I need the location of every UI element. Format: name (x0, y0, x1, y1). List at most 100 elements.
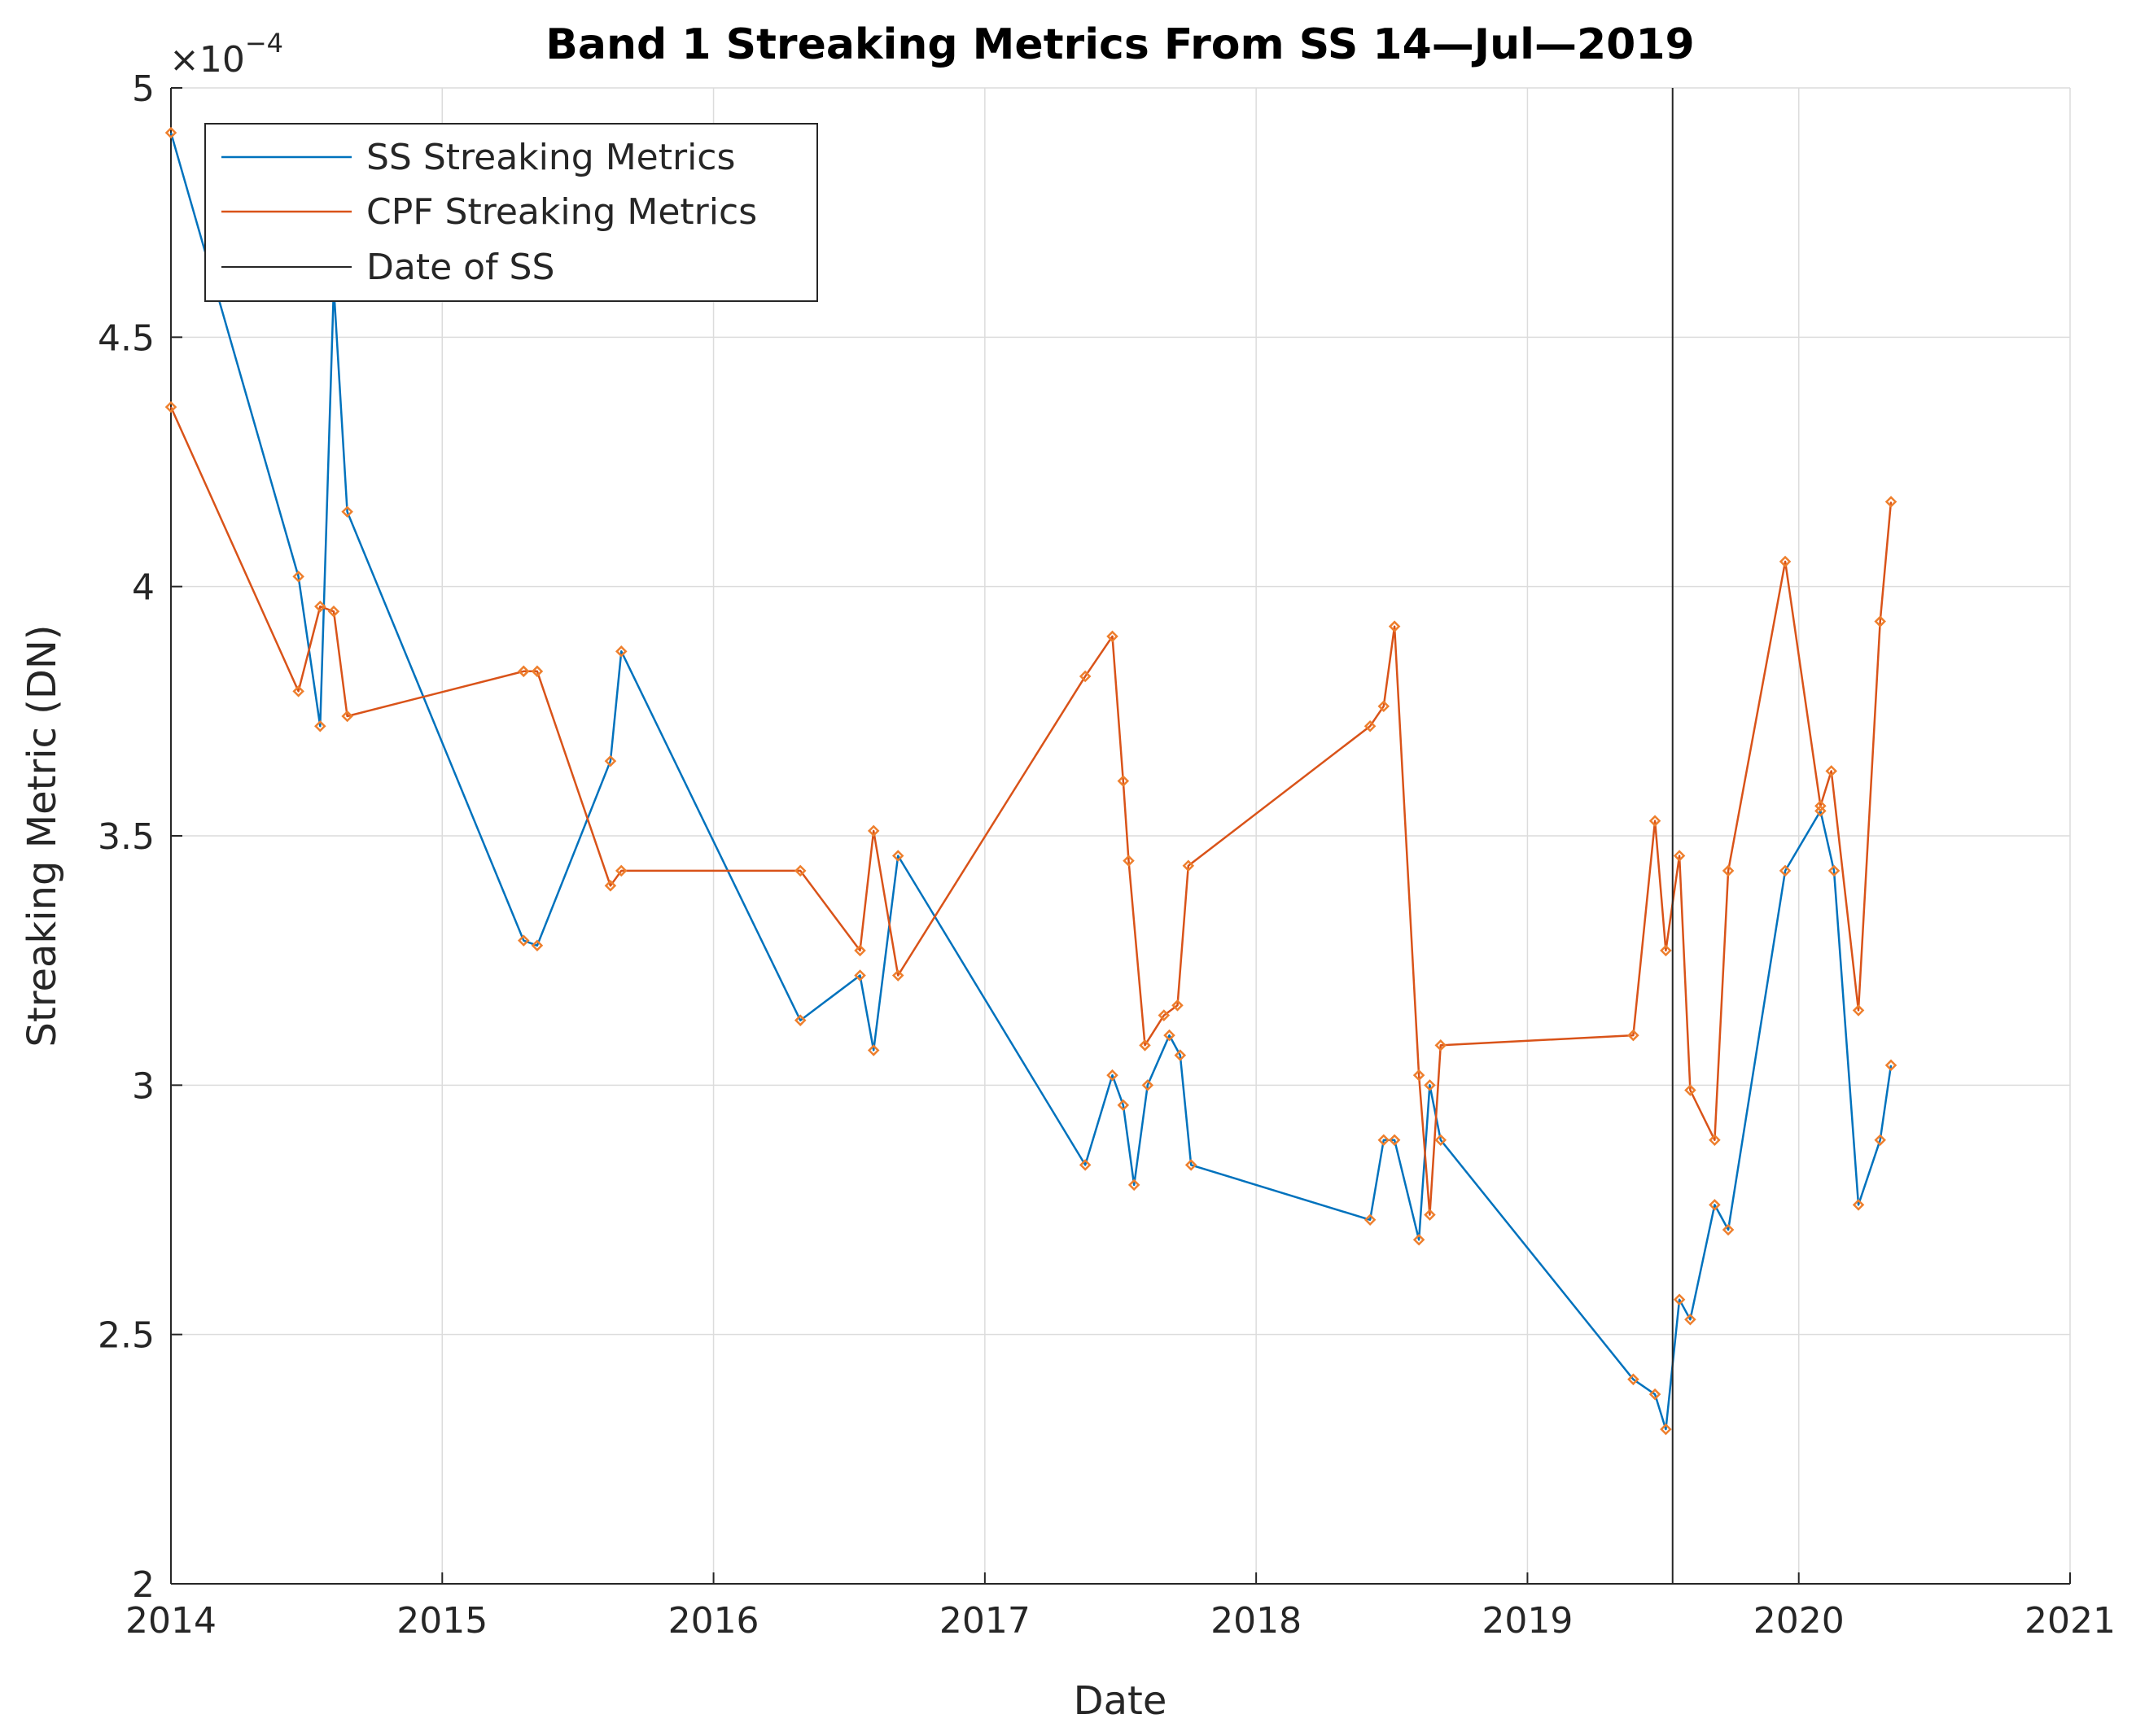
x-tick-label: 2015 (396, 1600, 488, 1642)
cpf-data-point (1079, 670, 1092, 683)
cpf-data-point (1779, 555, 1792, 568)
cpf-data-point (1434, 1039, 1447, 1052)
ss-data-point (615, 645, 628, 658)
ss-data-point (1648, 1388, 1661, 1401)
y-tick-label: 5 (132, 68, 155, 110)
cpf-data-point (1874, 615, 1886, 627)
ss-data-point (531, 939, 544, 952)
ss-data-point (1363, 1213, 1377, 1227)
ss-data-point (164, 126, 177, 139)
ss-data-point (1779, 864, 1792, 877)
ss-data-point (292, 571, 304, 583)
cpf-data-point (1852, 1004, 1865, 1017)
cpf-data-point (1158, 1009, 1171, 1021)
chart-title: Band 1 Streaking Metrics From SS 14—Jul—… (545, 20, 1694, 69)
x-tick-label: 2017 (939, 1600, 1031, 1642)
ss-data-point (1184, 1159, 1197, 1171)
ss-data-point (1627, 1373, 1639, 1386)
ss-data-point (1684, 1314, 1696, 1326)
ss-data-point (1722, 1223, 1735, 1236)
ss-data-point (891, 850, 904, 862)
cpf-data-point (1123, 855, 1135, 867)
y-tick-label: 4.5 (98, 317, 155, 359)
ss-data-point (1673, 1293, 1686, 1306)
ss-data-point (1174, 1049, 1187, 1061)
ss-data-point (1424, 1079, 1436, 1091)
cpf-data-point (615, 864, 628, 877)
x-tick-label: 2018 (1210, 1600, 1302, 1642)
cpf-data-point (531, 665, 544, 678)
series-layer (169, 132, 1893, 1431)
cpf-data-point (1627, 1029, 1639, 1042)
cpf-data-point (1424, 1209, 1436, 1221)
ss-data-point (867, 1044, 880, 1056)
cpf-data-point (867, 824, 880, 837)
ss-data-point (1117, 1099, 1130, 1112)
cpf-data-point (327, 606, 340, 618)
x-axis-label: Date (1074, 1678, 1167, 1724)
y-axis-ticks: 2 2.5 3 3.5 4 4.5 5 (98, 68, 182, 1606)
y-exponent-base: ×10 (169, 39, 245, 81)
legend: SS Streaking Metrics CPF Streaking Metri… (204, 123, 818, 302)
legend-label-date: Date of SS (366, 247, 554, 288)
cpf-data-point (1684, 1084, 1696, 1096)
ss-data-point (1163, 1029, 1175, 1042)
ss-data-point (1377, 1134, 1390, 1146)
ss-data-point (1434, 1134, 1447, 1146)
ss-data-point (794, 1014, 807, 1026)
ss-data-point (854, 969, 866, 982)
y-tick-label: 2.5 (98, 1315, 155, 1357)
cpf-data-point (1825, 765, 1837, 777)
cpf-series-line (169, 406, 1893, 1216)
y-tick-label: 3 (132, 1065, 155, 1107)
cpf-data-point (854, 944, 866, 957)
ss-data-point (1814, 805, 1827, 817)
ss-data-point (314, 719, 326, 732)
cpf-data-point (1117, 775, 1130, 787)
ss-data-point (1884, 1059, 1897, 1072)
cpf-data-point (1388, 620, 1401, 632)
cpf-data-point (1363, 719, 1377, 732)
y-exponent-label: ×10−4 (169, 28, 283, 81)
y-exponent-power: −4 (245, 28, 283, 59)
y-tick-label: 2 (132, 1564, 155, 1606)
ss-data-point (1874, 1134, 1886, 1146)
ss-data-point (1660, 1423, 1672, 1436)
marker-layer (164, 126, 1897, 1436)
ss-data-point (1127, 1178, 1140, 1192)
cpf-data-point (314, 600, 326, 613)
x-tick-label: 2014 (125, 1600, 217, 1642)
cpf-data-point (891, 969, 904, 982)
cpf-data-point (1106, 630, 1118, 643)
cpf-data-point (604, 879, 617, 892)
ss-data-point (1852, 1199, 1865, 1211)
cpf-data-point (1648, 815, 1661, 827)
cpf-data-point (518, 665, 530, 678)
ss-data-point (1079, 1159, 1092, 1171)
x-tick-label: 2016 (668, 1600, 759, 1642)
x-tick-label: 2021 (2024, 1600, 2116, 1642)
cpf-data-point (164, 400, 177, 413)
ss-data-point (1141, 1079, 1154, 1091)
cpf-data-point (1182, 859, 1195, 872)
ss-data-point (1412, 1233, 1425, 1246)
cpf-data-point (292, 685, 304, 697)
legend-label-ss: SS Streaking Metrics (366, 137, 735, 178)
cpf-data-point (1377, 700, 1390, 712)
ss-data-point (341, 505, 353, 518)
ss-data-point (1827, 864, 1841, 877)
cpf-data-point (1171, 999, 1184, 1012)
cpf-data-point (1660, 944, 1672, 957)
ss-data-point (1106, 1069, 1118, 1082)
y-tick-label: 3.5 (98, 816, 155, 858)
cpf-data-point (1722, 864, 1735, 877)
ss-data-point (1388, 1134, 1401, 1146)
cpf-data-point (1709, 1134, 1721, 1146)
y-tick-label: 4 (132, 567, 155, 609)
cpf-data-point (1139, 1039, 1151, 1052)
ss-data-point (518, 934, 530, 947)
ss-data-point (1709, 1199, 1721, 1211)
cpf-data-point (1884, 496, 1897, 508)
cpf-data-point (794, 864, 807, 877)
